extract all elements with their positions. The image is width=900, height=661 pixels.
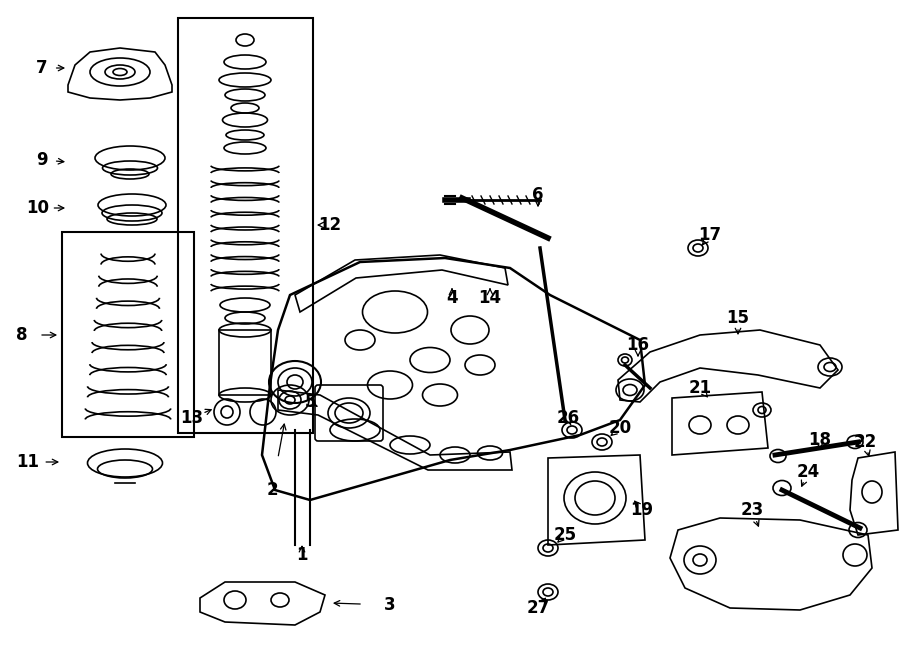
Text: 16: 16 bbox=[626, 336, 650, 354]
Text: 2: 2 bbox=[266, 481, 278, 499]
Text: 18: 18 bbox=[808, 431, 832, 449]
Text: 3: 3 bbox=[384, 596, 396, 614]
Text: 5: 5 bbox=[304, 393, 316, 411]
Text: 10: 10 bbox=[26, 199, 50, 217]
Text: 26: 26 bbox=[556, 409, 580, 427]
Text: 13: 13 bbox=[180, 409, 203, 427]
Text: 21: 21 bbox=[688, 379, 712, 397]
Text: 11: 11 bbox=[16, 453, 40, 471]
Text: 12: 12 bbox=[319, 216, 342, 234]
Text: 24: 24 bbox=[796, 463, 820, 481]
Text: 1: 1 bbox=[296, 546, 308, 564]
Bar bbox=[178, 18, 313, 433]
Bar bbox=[62, 232, 194, 437]
Text: 6: 6 bbox=[532, 186, 544, 204]
Text: 9: 9 bbox=[36, 151, 48, 169]
Text: 25: 25 bbox=[554, 526, 577, 544]
Text: 20: 20 bbox=[608, 419, 632, 437]
Text: 27: 27 bbox=[526, 599, 550, 617]
Text: 23: 23 bbox=[741, 501, 763, 519]
Text: 14: 14 bbox=[479, 289, 501, 307]
Text: 15: 15 bbox=[726, 309, 750, 327]
Bar bbox=[219, 330, 271, 395]
Text: 19: 19 bbox=[630, 501, 653, 519]
Text: 7: 7 bbox=[36, 59, 48, 77]
Text: 8: 8 bbox=[16, 326, 28, 344]
Text: 17: 17 bbox=[698, 226, 722, 244]
Text: 4: 4 bbox=[446, 289, 458, 307]
Text: 22: 22 bbox=[853, 433, 877, 451]
